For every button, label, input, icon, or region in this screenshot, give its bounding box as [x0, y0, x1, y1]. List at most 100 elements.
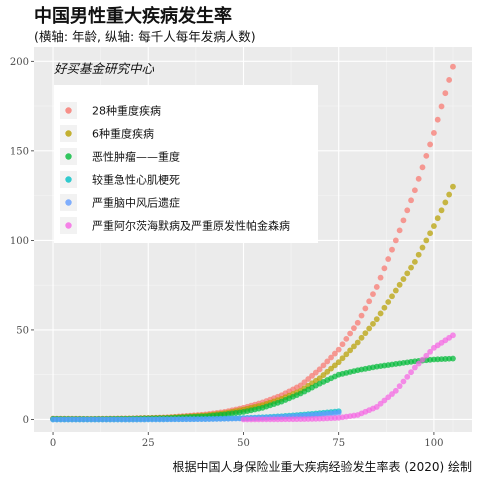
data-point-series-1: [423, 237, 430, 244]
data-point-series-1: [434, 215, 441, 222]
data-point-series-5: [392, 387, 399, 394]
data-point-series-0: [415, 175, 422, 182]
legend-swatch: [65, 222, 72, 229]
data-point-series-1: [392, 287, 399, 294]
data-point-series-5: [389, 391, 395, 397]
data-point-series-0: [366, 298, 373, 305]
data-point-series-0: [305, 376, 312, 382]
data-point-series-5: [373, 404, 380, 410]
data-point-series-1: [370, 320, 376, 327]
legend-swatch: [65, 176, 72, 183]
legend-swatch: [65, 130, 72, 137]
data-point-series-1: [381, 304, 388, 311]
data-point-series-0: [335, 346, 342, 353]
data-point-series-1: [343, 351, 350, 358]
data-point-series-1: [324, 368, 331, 375]
data-point-series-0: [389, 246, 395, 253]
data-point-series-0: [358, 312, 365, 319]
data-point-series-0: [408, 197, 414, 204]
data-point-series-0: [381, 265, 388, 272]
data-point-series-0: [362, 305, 369, 312]
data-point-series-5: [381, 397, 388, 404]
x-tick-label: 75: [332, 438, 345, 449]
x-tick-label: 50: [237, 438, 250, 449]
data-point-series-5: [404, 373, 411, 380]
data-point-series-1: [358, 334, 365, 341]
data-point-series-0: [301, 379, 308, 386]
data-point-series-0: [411, 187, 418, 194]
legend-swatch: [65, 107, 72, 114]
data-point-series-1: [354, 339, 361, 346]
data-point-series-1: [411, 258, 418, 265]
data-point-series-1: [347, 347, 354, 354]
data-point-series-0: [392, 237, 399, 244]
data-point-series-1: [404, 270, 411, 277]
data-point-series-0: [316, 366, 323, 373]
data-point-series-5: [385, 394, 392, 401]
legend-item-label: 严重脑中风后遗症: [92, 196, 180, 210]
data-point-series-0: [396, 227, 403, 234]
chart-subtitle: (横轴: 年龄, 纵轴: 每千人每年发病人数): [34, 29, 256, 44]
data-point-series-0: [400, 217, 407, 224]
legend-item-label: 6种重度疾病: [92, 127, 154, 141]
data-point-series-0: [377, 274, 384, 281]
data-point-series-0: [343, 335, 350, 342]
x-tick-label: 100: [424, 438, 443, 449]
legend-swatch: [65, 199, 72, 206]
data-point-series-1: [331, 362, 338, 369]
data-point-series-5: [427, 348, 434, 355]
data-point-series-0: [312, 369, 319, 376]
data-point-series-2: [450, 355, 456, 362]
data-point-series-1: [362, 330, 369, 337]
data-point-series-1: [389, 293, 395, 300]
data-point-series-0: [431, 130, 437, 136]
data-point-series-1: [396, 281, 403, 288]
data-point-series-1: [427, 230, 434, 237]
data-point-series-0: [320, 362, 327, 369]
data-point-series-5: [408, 369, 414, 376]
data-point-series-0: [347, 330, 354, 337]
data-point-series-0: [446, 77, 453, 83]
data-point-series-5: [411, 364, 418, 371]
data-point-series-5: [419, 356, 426, 363]
y-tick-label: 50: [16, 325, 29, 336]
data-point-series-5: [415, 360, 422, 367]
data-point-series-0: [328, 354, 334, 361]
data-point-series-1: [373, 316, 380, 323]
data-point-series-0: [450, 63, 456, 70]
data-point-series-0: [438, 103, 445, 110]
legend-swatch: [65, 153, 72, 160]
y-tick-label: 150: [10, 146, 29, 157]
chart-title: 中国男性重大疾病发生率: [34, 6, 232, 27]
data-point-series-1: [339, 355, 346, 362]
data-point-series-1: [377, 310, 384, 317]
data-point-series-1: [385, 299, 392, 305]
data-point-series-0: [354, 319, 361, 326]
data-point-series-5: [423, 352, 430, 359]
data-point-series-1: [408, 264, 414, 271]
data-point-series-1: [431, 223, 437, 229]
data-point-series-0: [442, 90, 449, 97]
data-point-series-0: [423, 152, 430, 159]
data-point-series-1: [419, 244, 426, 251]
data-point-series-1: [446, 191, 453, 198]
data-point-series-0: [324, 358, 331, 365]
legend-item-label: 恶性肿瘤——重度: [92, 150, 180, 164]
data-point-series-0: [427, 141, 434, 148]
data-point-series-0: [419, 164, 426, 171]
data-point-series-0: [331, 350, 338, 357]
data-point-series-1: [400, 276, 407, 282]
data-point-series-0: [309, 372, 315, 379]
data-point-series-0: [434, 116, 441, 123]
data-point-series-1: [316, 375, 323, 382]
watermark-text: 好买基金研究中心: [54, 61, 155, 76]
data-point-series-0: [370, 291, 376, 298]
data-point-series-1: [438, 207, 445, 214]
data-point-series-0: [373, 284, 380, 290]
data-point-series-1: [415, 251, 422, 258]
data-point-series-5: [377, 400, 384, 407]
data-point-series-5: [450, 332, 456, 339]
data-point-series-1: [366, 325, 373, 332]
